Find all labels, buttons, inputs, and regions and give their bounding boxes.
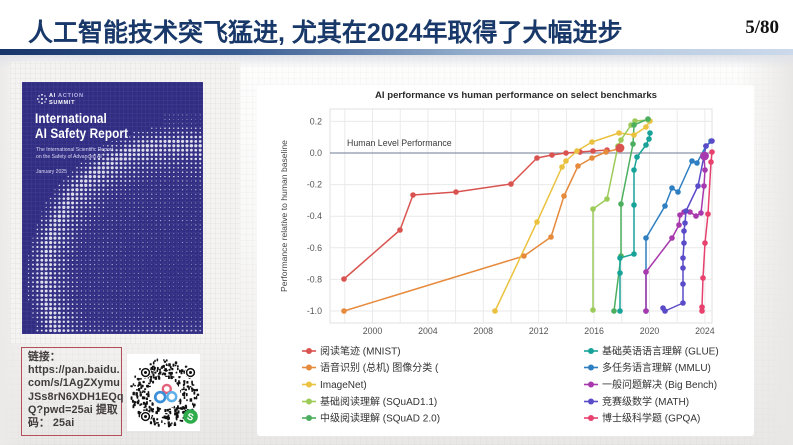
svg-text:-0.2: -0.2 [307, 180, 322, 190]
svg-text:阅读笔迹 (MNIST): 阅读笔迹 (MNIST) [320, 345, 401, 358]
svg-text:多任务语言理解 (MMLU): 多任务语言理解 (MMLU) [602, 361, 711, 374]
svg-text:0.2: 0.2 [310, 116, 322, 126]
svg-text:竞赛级数学 (MATH): 竞赛级数学 (MATH) [602, 395, 689, 408]
svg-text:Performance relative to human: Performance relative to human baseline [279, 140, 289, 292]
svg-text:AI performance vs human perfor: AI performance vs human performance on s… [375, 90, 657, 101]
svg-text:2016: 2016 [584, 326, 604, 336]
svg-text:ImageNet): ImageNet) [320, 380, 367, 391]
svg-text:S: S [185, 411, 194, 423]
svg-text:中级阅读理解 (SQuAD 2.0): 中级阅读理解 (SQuAD 2.0) [320, 412, 440, 425]
svg-text:2004: 2004 [418, 326, 438, 336]
svg-text:一般问题解决 (Big Bench): 一般问题解决 (Big Bench) [602, 378, 717, 391]
svg-text:2008: 2008 [474, 326, 494, 336]
svg-text:-0.4: -0.4 [307, 211, 322, 221]
svg-text:基础英语语言理解 (GLUE): 基础英语语言理解 (GLUE) [602, 345, 719, 358]
svg-text:0.0: 0.0 [310, 148, 322, 158]
svg-text:-1.0: -1.0 [307, 306, 322, 316]
svg-text:2012: 2012 [529, 326, 549, 336]
svg-text:-0.6: -0.6 [307, 243, 322, 253]
svg-text:语音识别 (总机) 图像分类 (: 语音识别 (总机) 图像分类 ( [320, 361, 439, 374]
svg-text:2024: 2024 [695, 326, 715, 336]
svg-text:Human Level Performance: Human Level Performance [347, 138, 452, 148]
svg-text:2020: 2020 [640, 326, 660, 336]
svg-text:2000: 2000 [363, 326, 383, 336]
svg-text:基础阅读理解 (SQuAD1.1): 基础阅读理解 (SQuAD1.1) [320, 395, 437, 408]
svg-text:博士级科学题 (GPQA): 博士级科学题 (GPQA) [602, 412, 700, 425]
svg-text:-0.8: -0.8 [307, 274, 322, 284]
